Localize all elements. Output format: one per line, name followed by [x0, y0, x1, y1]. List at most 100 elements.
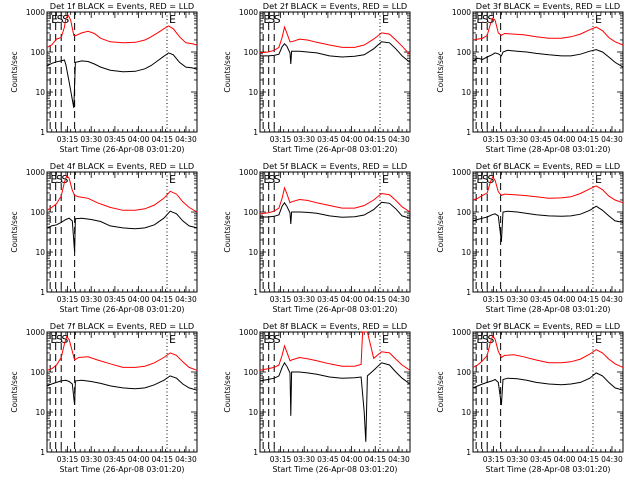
x-tick-label: 03:45: [530, 455, 552, 464]
chart-title: Det 8f BLACK = Events, RED = LLD: [263, 321, 407, 331]
marker-label: E: [51, 13, 58, 26]
y-axis-label: Counts/sec: [223, 211, 232, 252]
y-tick-label: 10: [248, 88, 258, 97]
y-tick-label: 1: [40, 448, 45, 457]
marker-label: S: [487, 13, 494, 26]
marker-label: E: [169, 173, 176, 186]
chart-panel-6: Det 6f BLACK = Events, RED = LLD 1 10 100 10…: [436, 161, 624, 314]
y-tick-label: 1: [253, 448, 258, 457]
y-axis: 1 10 100 1000: [26, 168, 197, 297]
x-axis-label: Start Time (28-Apr-08 03:01:20): [486, 145, 611, 154]
chart-panel-3: Det 3f BLACK = Events, RED = LLD 1 10 100 10…: [436, 1, 624, 154]
y-tick-label: 10: [461, 88, 471, 97]
x-tick-label: 04:00: [554, 135, 576, 144]
marker-label: S: [56, 333, 63, 346]
x-tick-label: 03:15: [57, 455, 79, 464]
x-tick-label: 03:45: [104, 455, 126, 464]
x-tick-label: 03:30: [80, 295, 102, 304]
y-tick-label: 10: [35, 408, 45, 417]
y-tick-label: 1: [253, 128, 258, 137]
y-tick-label: 1000: [26, 328, 45, 337]
y-tick-label: 100: [244, 368, 259, 377]
x-axis: 03:15 03:30 03:45 04:00 04:15 04:30: [259, 332, 410, 464]
y-axis-label: Counts/sec: [436, 211, 445, 252]
plot-frame: [472, 11, 624, 133]
chart-panel-1: Det 1f BLACK = Events, RED = LLD 1 10 100 10…: [10, 1, 198, 154]
chart-title: Det 5f BLACK = Events, RED = LLD: [263, 161, 407, 171]
y-axis: 1 10 100 1000: [452, 8, 623, 137]
x-axis: 03:15 03:30 03:45 04:00 04:15 04:30: [46, 172, 197, 304]
y-tick-label: 100: [457, 208, 472, 217]
y-tick-label: 100: [244, 208, 259, 217]
chart-panel-9: Det 9f BLACK = Events, RED = LLD 1 10 100 10…: [436, 321, 624, 474]
marker-label: S: [268, 13, 275, 26]
series-line-events: [46, 52, 198, 108]
plot-frame: [259, 331, 411, 453]
plot-frame: [259, 11, 411, 133]
series-line-events: [46, 210, 198, 253]
chart-panel-5: Det 5f BLACK = Events, RED = LLD 1 10 100 10…: [223, 161, 411, 314]
series-line-lld: [46, 14, 198, 48]
x-tick-label: 04:15: [364, 455, 386, 464]
x-tick-label: 04:00: [341, 455, 363, 464]
x-tick-label: 03:15: [483, 295, 505, 304]
marker-label: E: [476, 13, 483, 26]
x-tick-label: 04:30: [388, 295, 410, 304]
marker-label: S: [482, 333, 489, 346]
x-tick-label: 04:30: [388, 135, 410, 144]
marker-label: E: [595, 333, 602, 346]
x-tick-label: 03:45: [104, 135, 126, 144]
chart-panel-8: Det 8f BLACK = Events, RED = LLD 1 10 100 10…: [223, 321, 411, 474]
x-axis-label: Start Time (28-Apr-08 03:01:20): [486, 465, 611, 474]
x-tick-label: 03:30: [80, 135, 102, 144]
x-tick-label: 04:00: [128, 455, 150, 464]
y-tick-label: 100: [31, 368, 46, 377]
marker-label: E: [169, 13, 176, 26]
chart-title: Det 2f BLACK = Events, RED = LLD: [263, 1, 407, 11]
x-tick-label: 04:15: [151, 135, 173, 144]
x-tick-label: 04:00: [341, 295, 363, 304]
y-axis-label: Counts/sec: [436, 371, 445, 412]
y-tick-label: 10: [35, 248, 45, 257]
y-tick-label: 100: [457, 368, 472, 377]
x-tick-label: 04:15: [151, 455, 173, 464]
chart-title: Det 6f BLACK = Events, RED = LLD: [476, 161, 620, 171]
x-axis-label: Start Time (26-Apr-08 03:01:20): [273, 305, 398, 314]
x-axis-label: Start Time (26-Apr-08 03:01:20): [273, 145, 398, 154]
y-tick-label: 1: [40, 288, 45, 297]
y-axis-label: Counts/sec: [436, 51, 445, 92]
y-axis-label: Counts/sec: [223, 51, 232, 92]
x-axis: 03:15 03:30 03:45 04:00 04:15 04:30: [259, 172, 410, 304]
series-line-events: [472, 49, 624, 68]
y-axis: 1 10 100 1000: [26, 8, 197, 137]
x-tick-label: 03:30: [293, 295, 315, 304]
series-line-lld: [472, 17, 624, 46]
series-line-lld: [472, 334, 624, 368]
x-tick-label: 03:15: [270, 455, 292, 464]
series-line-lld: [46, 335, 198, 371]
y-axis: 1 10 100 1000: [452, 328, 623, 457]
chart-title: Det 1f BLACK = Events, RED = LLD: [50, 1, 194, 11]
marker-label: S: [268, 333, 275, 346]
x-tick-label: 03:15: [57, 135, 79, 144]
y-tick-label: 100: [31, 208, 46, 217]
y-tick-label: 1000: [26, 168, 45, 177]
y-axis: 1 10 100 1000: [239, 8, 410, 137]
y-tick-label: 10: [248, 248, 258, 257]
x-tick-label: 03:15: [483, 455, 505, 464]
x-tick-label: 04:15: [364, 295, 386, 304]
x-tick-label: 04:15: [577, 135, 599, 144]
series-line-lld: [472, 176, 624, 204]
x-tick-label: 04:30: [601, 295, 623, 304]
x-axis: 03:15 03:30 03:45 04:00 04:15 04:30: [46, 332, 197, 464]
plot-frame: [472, 331, 624, 453]
x-tick-label: 04:30: [388, 455, 410, 464]
marker-label: S: [57, 13, 64, 26]
y-axis: 1 10 100 1000: [239, 328, 410, 457]
x-tick-label: 04:15: [577, 455, 599, 464]
series-line-events: [472, 372, 624, 406]
y-tick-label: 10: [35, 88, 45, 97]
chart-panel-7: Det 7f BLACK = Events, RED = LLD 1 10 100 10…: [10, 321, 198, 474]
y-tick-label: 1000: [239, 168, 258, 177]
y-axis-label: Counts/sec: [10, 51, 19, 92]
